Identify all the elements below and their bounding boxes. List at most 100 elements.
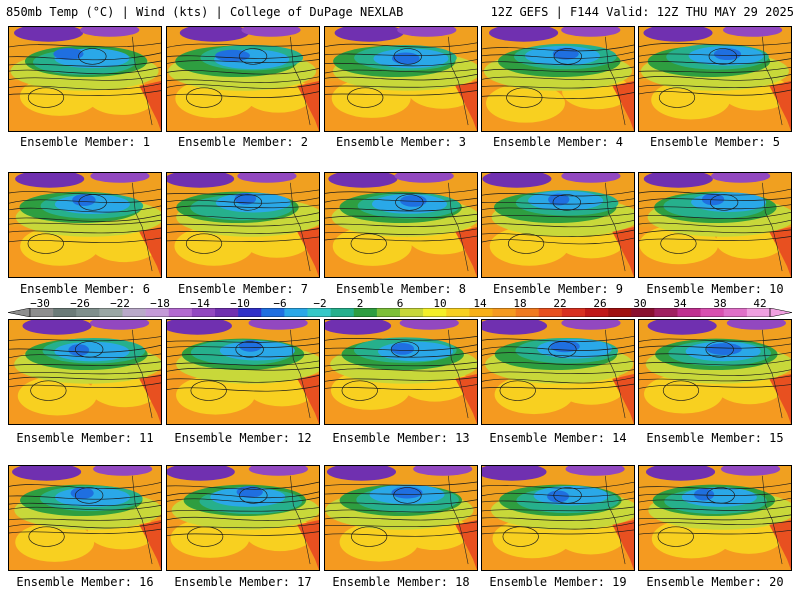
ensemble-member-map: [8, 465, 162, 571]
colorbar-swatch: [53, 308, 77, 317]
colorbar-swatch: [30, 308, 54, 317]
ensemble-member-map: [166, 319, 320, 425]
colorbar-tick-label: 34: [673, 297, 687, 310]
ensemble-member-caption: Ensemble Member: 14: [489, 431, 627, 445]
ensemble-member-map: [324, 465, 478, 571]
valid-time: 12Z GEFS | F144 Valid: 12Z THU MAY 29 20…: [490, 5, 794, 19]
ensemble-member-caption: Ensemble Member: 4: [492, 135, 624, 149]
ensemble-member-caption: Ensemble Member: 19: [489, 575, 627, 589]
ensemble-member-map: [8, 172, 162, 278]
colorbar-swatch: [746, 308, 771, 317]
ensemble-member-caption: Ensemble Member: 13: [332, 431, 470, 445]
colorbar-swatch: [238, 308, 262, 317]
map-title: 850mb Temp (°C) | Wind (kts) | College o…: [6, 5, 404, 19]
colorbar-tick-label: 14: [473, 297, 487, 310]
colorbar-tick-label: 22: [553, 297, 567, 310]
colorbar-swatch: [330, 308, 355, 317]
ensemble-member-caption: Ensemble Member: 20: [646, 575, 784, 589]
colorbar-swatch: [99, 308, 123, 317]
ensemble-member-map: [481, 172, 635, 278]
ensemble-member-map: [324, 172, 478, 278]
colorbar-swatch: [654, 308, 678, 317]
ensemble-member-map: [481, 465, 635, 571]
colorbar-swatch: [284, 308, 308, 317]
colorbar-swatch: [191, 308, 216, 317]
colorbar-high-arrow: [769, 308, 792, 317]
colorbar-swatch: [168, 308, 193, 317]
temperature-colorbar: −30 −26 −22 −18 −14 −10 −6 −2 2 6 10 14 18 22 26 30 34 38…: [8, 297, 792, 321]
colorbar-tick-label: 6: [396, 297, 404, 310]
colorbar-tick-label: −22: [110, 297, 130, 310]
ensemble-member-map: [638, 465, 792, 571]
colorbar-swatch: [261, 308, 285, 317]
ensemble-member-map: [166, 26, 320, 132]
ensemble-member-map: [638, 26, 792, 132]
ensemble-member-caption: Ensemble Member: 11: [16, 431, 154, 445]
colorbar-swatch: [145, 308, 170, 317]
colorbar-tick-label: 18: [513, 297, 527, 310]
ensemble-member-caption: Ensemble Member: 17: [174, 575, 312, 589]
header-bar: 850mb Temp (°C) | Wind (kts) | College o…: [0, 0, 800, 24]
colorbar-tick-label: −6: [273, 297, 287, 310]
ensemble-member-map: [481, 319, 635, 425]
colorbar-tick-label: −26: [70, 297, 90, 310]
ensemble-member-caption: Ensemble Member: 15: [646, 431, 784, 445]
colorbar-tick-label: −30: [30, 297, 50, 310]
colorbar-tick-label: 38: [713, 297, 727, 310]
ensemble-member-caption: Ensemble Member: 8: [335, 282, 467, 296]
colorbar-swatch: [492, 308, 516, 317]
colorbar-low-arrow: [8, 308, 31, 317]
ensemble-member-caption: Ensemble Member: 16: [16, 575, 154, 589]
colorbar-swatch: [353, 308, 378, 317]
colorbar-tick-label: 2: [356, 297, 364, 310]
colorbar-swatch: [76, 308, 100, 317]
ensemble-member-map: [638, 172, 792, 278]
colorbar-swatch: [469, 308, 493, 317]
ensemble-member-caption: Ensemble Member: 10: [646, 282, 784, 296]
colorbar-swatch: [561, 308, 586, 317]
colorbar-tick-label: 42: [753, 297, 767, 310]
ensemble-member-caption: Ensemble Member: 7: [177, 282, 309, 296]
colorbar-tick-label: 30: [633, 297, 647, 310]
ensemble-member-map: [324, 26, 478, 132]
colorbar-tick-label: −14: [190, 297, 210, 310]
ensemble-member-map: [638, 319, 792, 425]
ensemble-member-map: [324, 319, 478, 425]
colorbar-swatch: [677, 308, 701, 317]
ensemble-member-caption: Ensemble Member: 9: [492, 282, 624, 296]
colorbar-swatch: [400, 308, 424, 317]
ensemble-member-caption: Ensemble Member: 18: [332, 575, 470, 589]
colorbar-tick-label: −2: [313, 297, 327, 310]
ensemble-member-caption: Ensemble Member: 3: [335, 135, 467, 149]
colorbar-swatch: [723, 308, 748, 317]
colorbar-swatch: [376, 308, 401, 317]
colorbar-swatch: [700, 308, 725, 317]
colorbar-swatch: [215, 308, 239, 317]
colorbar-swatch: [446, 308, 470, 317]
ensemble-member-caption: Ensemble Member: 1: [19, 135, 151, 149]
colorbar-scale: [8, 308, 792, 317]
ensemble-member-map: [8, 26, 162, 132]
colorbar-tick-label: 10: [433, 297, 447, 310]
ensemble-member-caption: Ensemble Member: 2: [177, 135, 309, 149]
ensemble-member-caption: Ensemble Member: 12: [174, 431, 312, 445]
ensemble-member-map: [481, 26, 635, 132]
colorbar-swatch: [631, 308, 655, 317]
ensemble-member-map: [8, 319, 162, 425]
ensemble-member-caption: Ensemble Member: 5: [649, 135, 781, 149]
colorbar-swatch: [423, 308, 447, 317]
colorbar-swatch: [585, 308, 609, 317]
colorbar-swatch: [515, 308, 540, 317]
colorbar-tick-label: 26: [593, 297, 607, 310]
colorbar-swatch: [608, 308, 632, 317]
ensemble-member-map: [166, 172, 320, 278]
colorbar-labels: −30 −26 −22 −18 −14 −10 −6 −2 2 6 10 14 18 22 26 30 34 38…: [8, 297, 792, 310]
ensemble-member-map: [166, 465, 320, 571]
colorbar-swatch: [538, 308, 563, 317]
colorbar-swatch: [307, 308, 331, 317]
colorbar-tick-label: −18: [150, 297, 170, 310]
colorbar-tick-label: −10: [230, 297, 250, 310]
ensemble-member-caption: Ensemble Member: 6: [19, 282, 151, 296]
colorbar-swatch: [122, 308, 146, 317]
